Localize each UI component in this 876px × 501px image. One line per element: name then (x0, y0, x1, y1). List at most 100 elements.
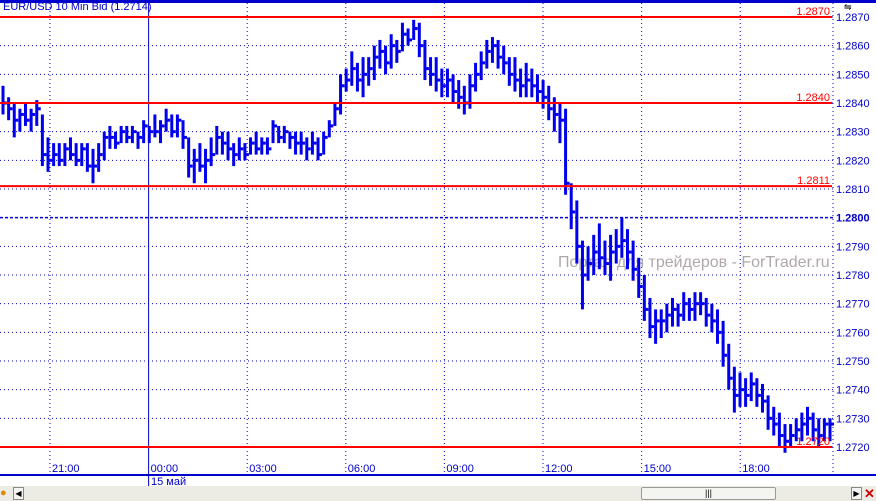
price-bar (232, 143, 238, 167)
price-bar (727, 343, 733, 390)
price-bar (372, 45, 379, 81)
y-tick-label: 1.2740 (836, 385, 870, 397)
price-bar (170, 114, 176, 138)
price-bar (18, 108, 24, 132)
price-bar (74, 143, 81, 167)
y-tick-label: 1.2800 (836, 213, 870, 225)
price-bar (254, 131, 261, 155)
price-bar (204, 148, 210, 184)
price-bar (35, 100, 41, 126)
price-bar (164, 108, 171, 132)
price-bar (198, 143, 204, 172)
price-bar (52, 143, 58, 167)
app-icon[interactable]: ● (0, 487, 7, 499)
price-bar (412, 19, 418, 40)
price-bar (535, 74, 542, 104)
horizontal-scrollbar[interactable]: ● ◀ ||| ▶ ✕ (0, 486, 876, 501)
price-bar (710, 303, 716, 333)
price-bar (40, 114, 47, 167)
price-bar (783, 424, 789, 453)
price-bar (704, 297, 711, 327)
level-label: 1.2720 (796, 436, 830, 448)
level-label: 1.2811 (797, 175, 830, 187)
price-bar (24, 103, 30, 126)
price-bar (130, 125, 137, 144)
price-chart[interactable]: Портал для трейдеров - ForTrader.ru 1.28… (0, 0, 876, 486)
price-bar (136, 131, 143, 149)
x-tick-label: 15:00 (644, 463, 672, 475)
price-bar (805, 406, 812, 436)
price-bar (665, 303, 671, 333)
price-bar (642, 275, 649, 321)
price-bar (817, 418, 823, 448)
price-bar (406, 28, 413, 46)
date-label: 15 май (151, 476, 187, 488)
price-bar (367, 57, 373, 86)
price-bar (361, 57, 368, 98)
price-bar (485, 39, 491, 69)
price-bar (181, 120, 188, 149)
arrow-right-icon[interactable]: ▶ (851, 487, 862, 500)
price-bar (789, 424, 795, 448)
price-bar (57, 143, 64, 167)
price-bar (800, 412, 806, 442)
price-bar (721, 320, 728, 367)
arrow-left-icon[interactable]: ◀ (13, 487, 24, 500)
price-bar (288, 131, 294, 149)
price-bar (339, 74, 345, 115)
price-bar (637, 257, 643, 298)
price-bar (715, 309, 722, 344)
price-bar (108, 125, 114, 149)
price-bar (654, 309, 660, 344)
price-bar (243, 143, 249, 161)
scrollbar-thumb[interactable]: ||| (641, 487, 776, 500)
price-bar (294, 131, 300, 155)
x-tick-label: 03:00 (249, 463, 277, 475)
price-bar (147, 125, 154, 144)
price-bar (209, 137, 216, 167)
price-bar (423, 39, 429, 81)
price-bar (282, 125, 289, 144)
price-bar (350, 51, 356, 86)
price-bar (631, 240, 638, 281)
price-bar (102, 131, 109, 161)
price-bar (670, 297, 677, 327)
price-bar (159, 120, 165, 144)
price-bar (429, 57, 435, 86)
price-bar (507, 57, 514, 86)
zoom-icon[interactable]: ⇋ (844, 2, 852, 12)
price-bar (558, 103, 564, 144)
price-bar (237, 137, 244, 161)
price-bar (69, 137, 75, 161)
close-icon[interactable]: ✕ (864, 486, 875, 501)
price-bar (119, 125, 126, 144)
price-bar (344, 68, 351, 92)
price-bar (777, 412, 784, 448)
price-bar (541, 80, 548, 109)
x-tick-label: 00:00 (151, 463, 179, 475)
price-bar (496, 39, 503, 69)
price-bar (676, 303, 683, 327)
price-bar (46, 137, 53, 172)
price-bar (699, 292, 705, 316)
price-bar (114, 131, 120, 149)
y-tick-label: 1.2830 (836, 127, 870, 139)
price-bar (434, 57, 441, 92)
price-bar (355, 62, 362, 92)
price-bar (316, 137, 323, 161)
watermark: Портал для трейдеров - ForTrader.ru (558, 254, 830, 271)
price-bar (187, 137, 193, 178)
price-bar (490, 37, 497, 63)
top-border (0, 0, 876, 3)
price-bar (63, 143, 69, 167)
price-bar (580, 240, 587, 310)
price-bar (609, 234, 615, 281)
price-bar (192, 148, 199, 184)
y-tick-label: 1.2750 (836, 356, 870, 368)
y-tick-label: 1.2720 (836, 442, 870, 454)
price-bar (310, 131, 317, 155)
y-tick-label: 1.2810 (836, 184, 870, 196)
price-bar (85, 143, 92, 172)
price-bar (693, 292, 699, 321)
y-tick-label: 1.2820 (836, 155, 870, 167)
